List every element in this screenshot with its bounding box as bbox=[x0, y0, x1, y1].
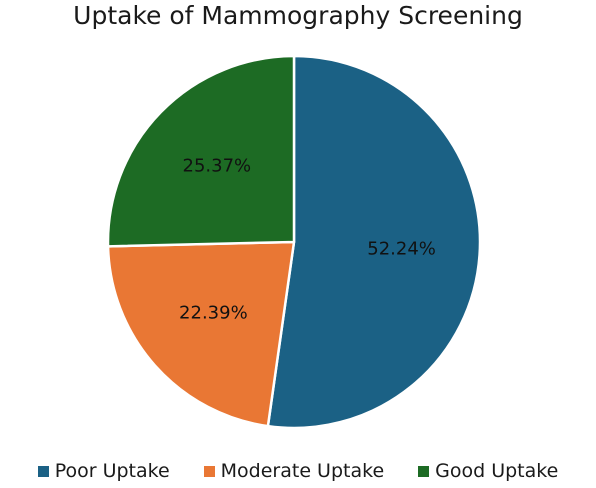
slice-label-good-uptake: 25.37% bbox=[183, 156, 252, 177]
chart-title: Uptake of Mammography Screening bbox=[73, 1, 523, 30]
legend-item-moderate-uptake: Moderate Uptake bbox=[203, 460, 385, 482]
pie-slice-moderate-uptake bbox=[106, 240, 296, 428]
legend-label-poor-uptake: Poor Uptake bbox=[54, 460, 170, 482]
legend-item-poor-uptake: Poor Uptake bbox=[37, 460, 170, 482]
slice-label-poor-uptake: 52.24% bbox=[367, 239, 436, 260]
legend-label-good-uptake: Good Uptake bbox=[435, 460, 559, 482]
legend-item-good-uptake: Good Uptake bbox=[418, 460, 558, 482]
slice-label-moderate-uptake: 22.39% bbox=[179, 303, 248, 324]
legend: Poor Uptake Moderate Uptake Good Uptake bbox=[0, 460, 596, 482]
legend-swatch-moderate-uptake bbox=[203, 465, 215, 477]
legend-swatch-good-uptake bbox=[418, 465, 430, 477]
pie-slice-good-uptake bbox=[106, 54, 296, 248]
pie-plot-area: 52.24% 22.39% 25.37% bbox=[106, 54, 482, 430]
pie-slice-poor-uptake bbox=[266, 54, 482, 430]
legend-swatch-poor-uptake bbox=[37, 465, 49, 477]
legend-label-moderate-uptake: Moderate Uptake bbox=[220, 460, 385, 482]
